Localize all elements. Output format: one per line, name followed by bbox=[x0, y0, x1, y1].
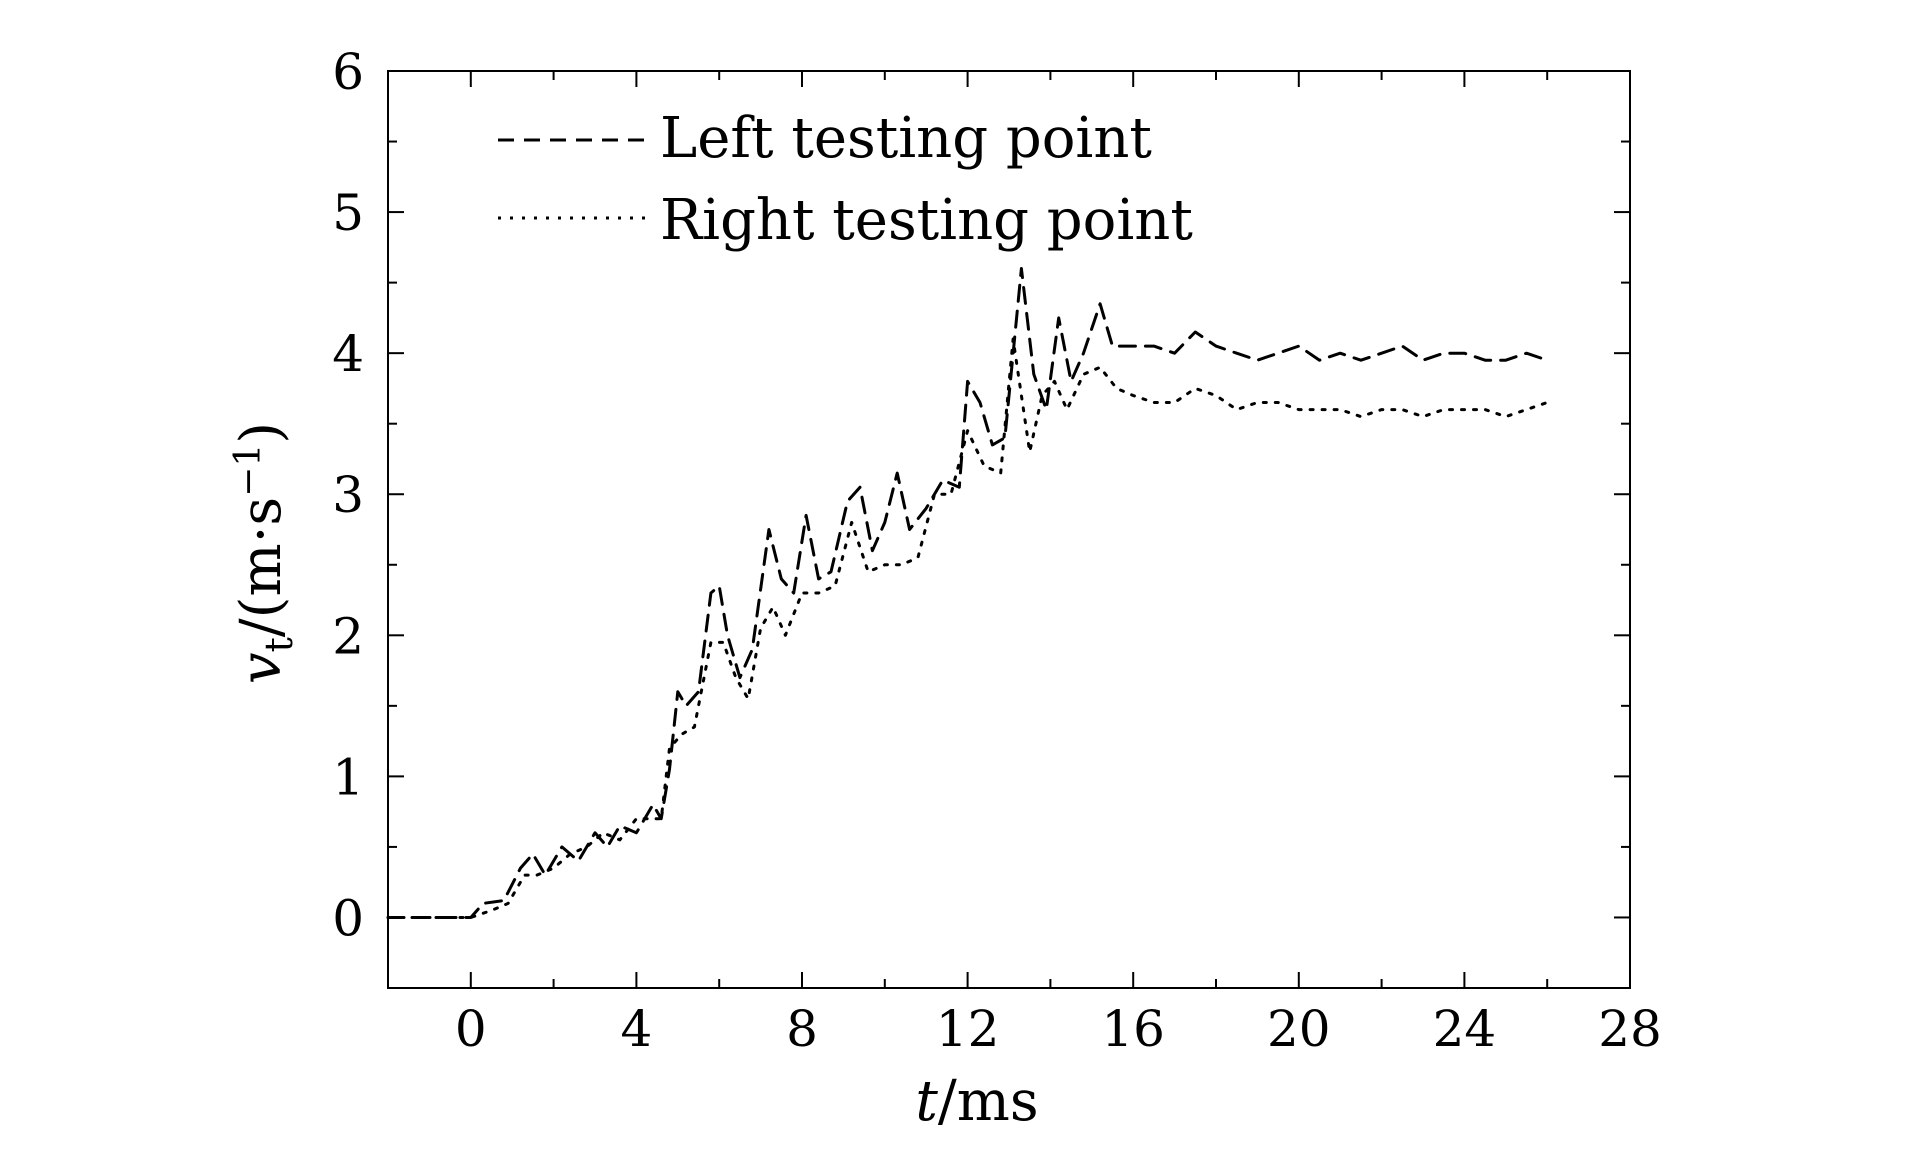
y-tick-label: 1 bbox=[332, 748, 364, 806]
legend-label-left: Left testing point bbox=[660, 106, 1152, 171]
x-tick-label: 0 bbox=[455, 1000, 487, 1058]
y-tick-label: 3 bbox=[332, 466, 364, 524]
y-tick-label: 4 bbox=[332, 325, 364, 383]
series-line-left-testing-point bbox=[386, 267, 1549, 919]
x-tick-label: 12 bbox=[936, 1000, 1000, 1058]
y-axis-title: vt/(m·s−1) bbox=[228, 422, 301, 684]
x-tick-label: 16 bbox=[1101, 1000, 1165, 1058]
x-axis-title: t/ms bbox=[915, 1069, 1038, 1134]
series-layer bbox=[386, 267, 1549, 919]
y-tick-label: 5 bbox=[332, 184, 364, 242]
x-tick-label: 8 bbox=[786, 1000, 818, 1058]
ticks-layer bbox=[388, 70, 1631, 988]
x-tick-label: 24 bbox=[1433, 1000, 1497, 1058]
plot-frame bbox=[387, 70, 1631, 989]
x-tick-label: 4 bbox=[620, 1000, 652, 1058]
plot-border bbox=[387, 70, 1631, 989]
legend: Left testing point Right testing point bbox=[498, 106, 1193, 253]
x-tick-label: 20 bbox=[1267, 1000, 1331, 1058]
y-tick-label: 0 bbox=[332, 889, 364, 947]
legend-label-right: Right testing point bbox=[660, 188, 1193, 253]
y-tick-label: 6 bbox=[332, 43, 364, 101]
x-tick-label: 28 bbox=[1598, 1000, 1662, 1058]
series-line-right-testing-point bbox=[386, 337, 1549, 919]
y-tick-label: 2 bbox=[332, 607, 364, 665]
